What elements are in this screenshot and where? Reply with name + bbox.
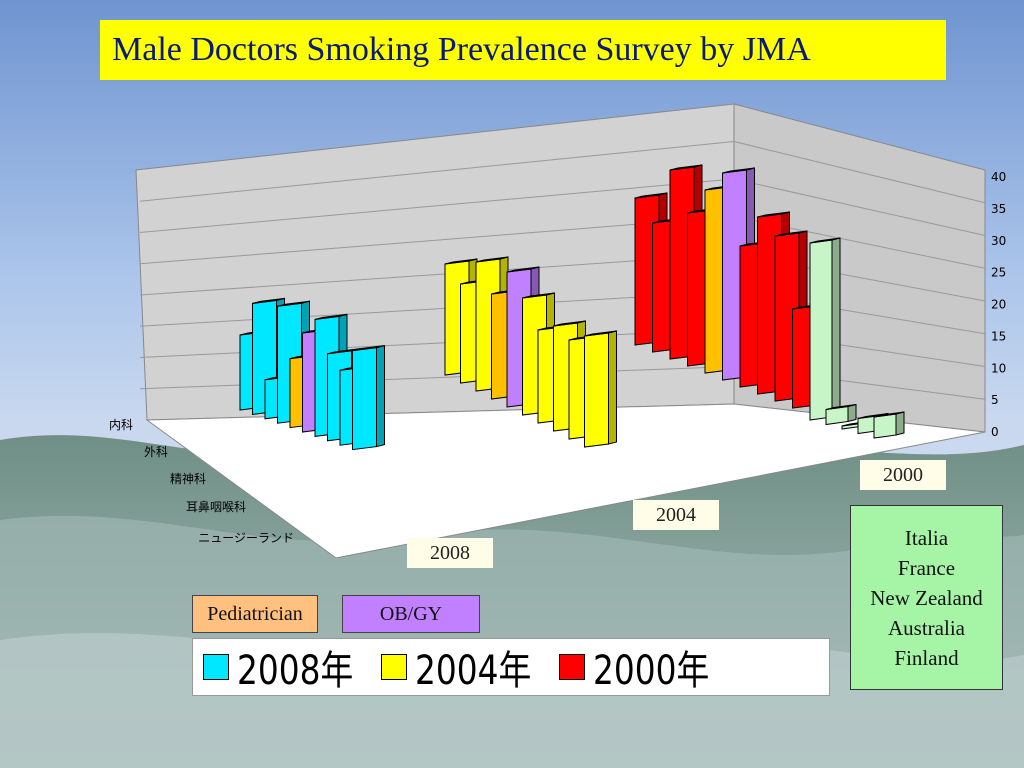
slide-title: Male Doctors Smoking Prevalence Survey b… bbox=[112, 31, 811, 68]
legend-item-2008: 2008年 bbox=[203, 638, 359, 696]
chart-legend: 2008年 2004年 2000年 bbox=[192, 638, 830, 696]
bar-side bbox=[608, 330, 617, 445]
y-tick-label: 5 bbox=[991, 393, 999, 407]
bar-top bbox=[873, 411, 905, 418]
bar-top bbox=[553, 320, 586, 327]
legend-swatch-2004 bbox=[380, 654, 407, 680]
depth-axis-label: 外科 bbox=[144, 445, 168, 459]
legend-item-2004: 2004年 bbox=[380, 638, 537, 696]
depth-axis-label: 内科 bbox=[109, 418, 133, 432]
bar-top bbox=[475, 256, 509, 263]
slide-title-box: Male Doctors Smoking Prevalence Survey b… bbox=[100, 20, 946, 80]
y-tick-label: 35 bbox=[991, 202, 1006, 216]
bar-top bbox=[506, 266, 540, 273]
bar-side bbox=[376, 344, 385, 448]
bar-top bbox=[584, 330, 617, 337]
bar-top bbox=[722, 167, 755, 174]
bar bbox=[352, 347, 377, 451]
y-tick-label: 0 bbox=[991, 425, 999, 439]
year-label-2004: 2004 bbox=[633, 500, 719, 530]
bar-top bbox=[444, 258, 478, 265]
bar-top bbox=[825, 404, 857, 410]
gridline bbox=[139, 141, 735, 202]
bar bbox=[584, 332, 609, 448]
y-tick-label: 20 bbox=[991, 298, 1006, 312]
bar bbox=[873, 413, 897, 439]
bar-top bbox=[277, 300, 310, 307]
bar-top bbox=[809, 237, 841, 244]
country-france: France bbox=[897, 555, 956, 580]
bar-top bbox=[352, 345, 385, 352]
bars-group bbox=[239, 164, 905, 451]
depth-axis-label: ニュージーランド bbox=[198, 531, 294, 545]
country-finland: Finland bbox=[894, 645, 959, 670]
bar bbox=[809, 239, 833, 421]
y-tick-label: 15 bbox=[991, 329, 1006, 343]
year-label-2008: 2008 bbox=[407, 538, 493, 568]
pediatrician-tag: Pediatrician bbox=[192, 595, 318, 633]
country-italia: Italia bbox=[904, 525, 949, 550]
bar-top bbox=[774, 230, 808, 237]
y-tick-label: 40 bbox=[991, 170, 1006, 184]
bar-top bbox=[669, 164, 703, 171]
legend-label-2004: 2004年 bbox=[414, 648, 532, 694]
gridline bbox=[139, 366, 735, 390]
bar-top bbox=[252, 297, 285, 304]
bar-side bbox=[847, 403, 857, 423]
legend-swatch-2000 bbox=[558, 654, 585, 680]
obgy-tag: OB/GY bbox=[342, 595, 480, 633]
country-australia: Australia bbox=[888, 615, 965, 640]
bar-side bbox=[895, 411, 905, 436]
y-tick-label: 10 bbox=[991, 361, 1006, 375]
depth-axis-label: 精神科 bbox=[170, 472, 206, 486]
bar-top bbox=[314, 313, 348, 320]
bar-top bbox=[522, 292, 555, 299]
y-tick-label: 30 bbox=[991, 234, 1006, 248]
bar-top bbox=[757, 211, 790, 218]
legend-label-2008: 2008年 bbox=[237, 648, 354, 694]
year-label-2000: 2000 bbox=[860, 460, 946, 490]
bar-side bbox=[831, 237, 841, 418]
gridline bbox=[139, 178, 735, 233]
legend-item-2000: 2000年 bbox=[558, 638, 715, 696]
legend-swatch-2008 bbox=[203, 654, 229, 680]
countries-box: Italia France New Zealand Australia Finl… bbox=[850, 505, 1003, 690]
y-tick-label: 25 bbox=[991, 266, 1006, 280]
gridline bbox=[733, 141, 986, 204]
bar-top bbox=[634, 192, 668, 199]
legend-label-2000: 2000年 bbox=[592, 648, 709, 694]
country-new-zealand: New Zealand bbox=[870, 585, 983, 610]
bar-top bbox=[857, 413, 889, 419]
y-axis-ticks: 0 5 10 15 20 25 30 35 40 bbox=[991, 170, 1006, 439]
depth-axis-label: 耳鼻咽喉科 bbox=[186, 499, 246, 514]
gridline bbox=[733, 178, 986, 236]
